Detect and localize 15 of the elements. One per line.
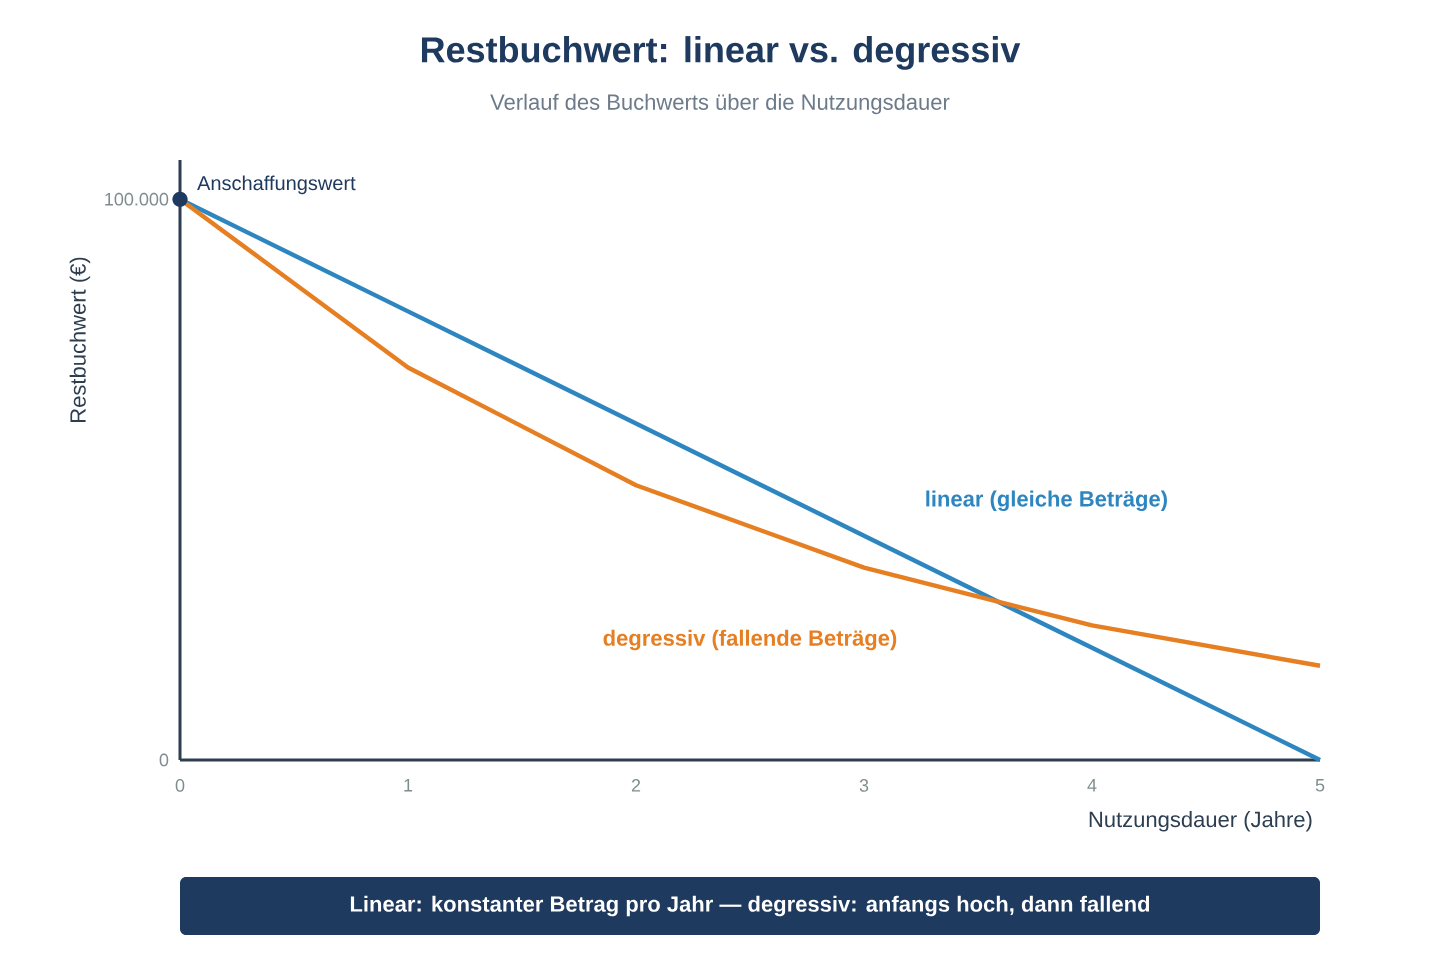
x-tick-label: 2 [631, 779, 641, 792]
chart-title: Restbuchwert: linear vs. degressiv [421, 36, 1021, 70]
y-axis-title: Restbuchwert (€) [69, 257, 91, 422]
x-tick-label: 1 [404, 779, 413, 792]
text: Linear: konstanter Betrag pro Jahr — degressiv: anfangs hoch, dann fallend [350, 895, 1150, 917]
x-tick-label: 5 [1315, 779, 1325, 792]
x-tick-label: 3 [859, 779, 869, 792]
x-axis-title: Nutzungsdauer (Jahre) [1089, 811, 1312, 832]
y-tick-label: 100.000 [105, 192, 169, 206]
text: linear (gleiche Beträge) [926, 490, 1167, 512]
annotation: Anschaffungswert [197, 175, 356, 195]
x-tick-label: 4 [1087, 779, 1097, 792]
chart-subtitle: Verlauf des Buchwerts über die Nutzungsdauer [490, 93, 950, 115]
x-tick-label: 0 [175, 779, 185, 792]
text: degressiv (fallende Beträge) [603, 629, 897, 651]
